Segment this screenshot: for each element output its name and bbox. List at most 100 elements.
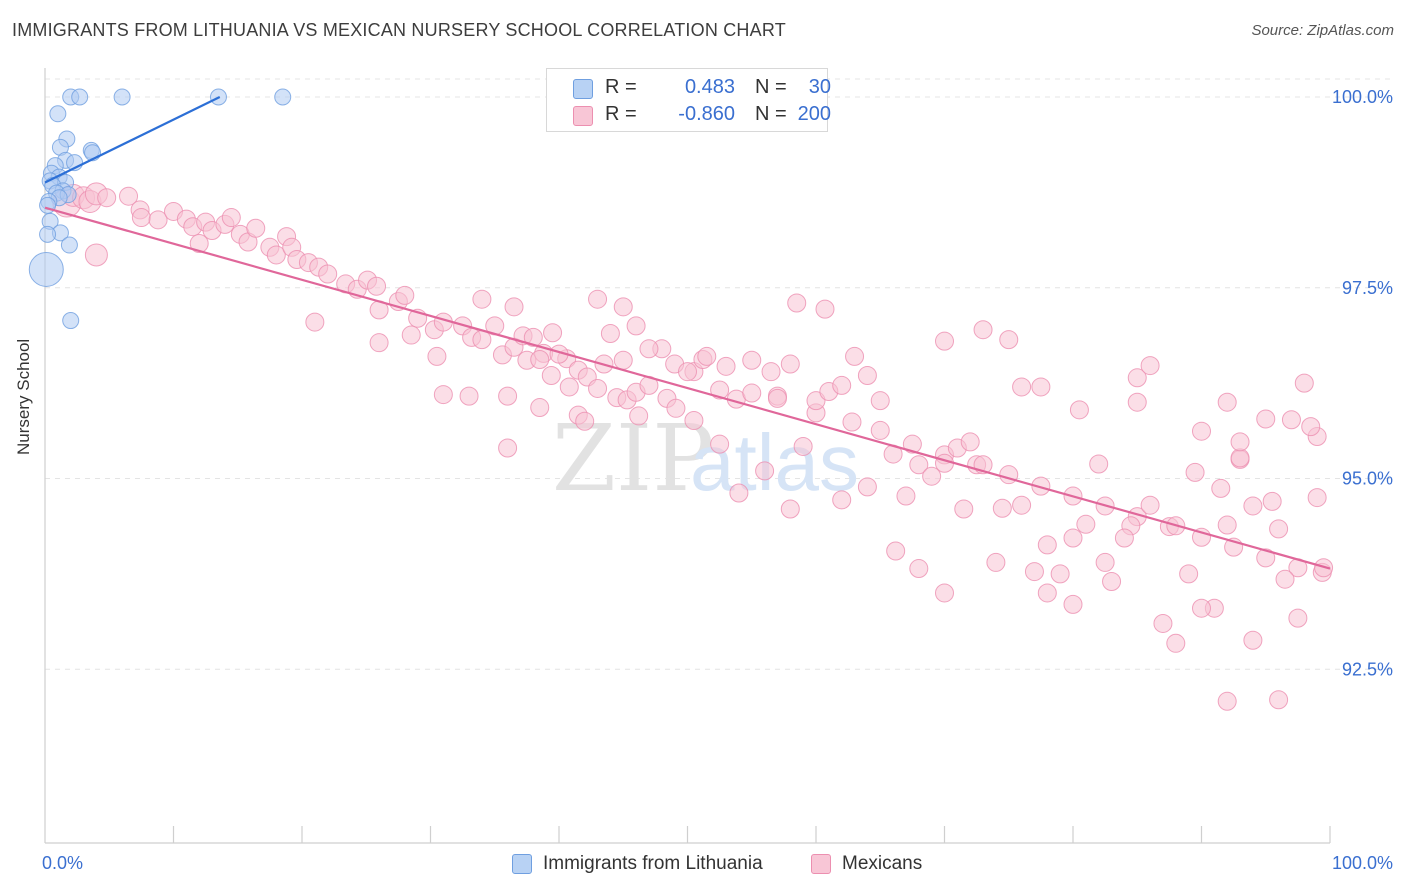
lithuania-point [113, 88, 131, 106]
mexicans-point [626, 316, 646, 336]
mexicans-point [1281, 410, 1301, 430]
legend-swatch-pink [573, 106, 593, 126]
mexicans-point [600, 324, 620, 344]
lithuania-trend-line [44, 96, 221, 184]
mexicans-point [742, 383, 762, 403]
x-tick-label-min: 0.0% [42, 853, 83, 873]
mexicans-point [793, 436, 813, 456]
mexicans-point [886, 541, 906, 561]
legend-n-value: 30 [808, 76, 831, 98]
mexicans-point [909, 455, 929, 475]
y-tick-label: 92.5% [1342, 659, 1393, 679]
mexicans-point [710, 434, 730, 454]
lithuania-point [71, 88, 89, 106]
mexicans-point [1256, 548, 1276, 568]
legend-n-label: N = [755, 76, 787, 98]
lithuania-point [28, 251, 64, 287]
mexicans-point [1301, 417, 1321, 437]
mexicans-point [1140, 356, 1160, 376]
mexicans-point [1024, 562, 1044, 582]
mexicans-point [523, 327, 543, 347]
mexicans-point [857, 477, 877, 497]
mexicans-point [504, 297, 524, 317]
mexicans-point [678, 362, 697, 382]
mexicans-point [131, 208, 151, 228]
mexicans-point [684, 411, 704, 431]
mexicans-point [973, 320, 993, 340]
mexicans-point [541, 365, 561, 385]
mexicans-point [870, 420, 890, 440]
mexicans-point [992, 498, 1012, 518]
mexicans-point [960, 432, 980, 452]
mexicans-point [1050, 564, 1070, 584]
mexicans-point [935, 583, 954, 603]
mexicans-point [588, 289, 608, 309]
mexicans-point [697, 346, 717, 366]
mexicans-point [369, 333, 389, 353]
mexicans-point [472, 289, 492, 309]
lithuania-point [39, 225, 57, 243]
chart-title: IMMIGRANTS FROM LITHUANIA VS MEXICAN NUR… [12, 20, 786, 40]
bottom-legend-swatch-pink [811, 854, 831, 874]
mexicans-point [1217, 392, 1237, 412]
mexicans-point [1275, 569, 1295, 589]
mexicans-point [1012, 495, 1032, 515]
legend-r-value: 0.483 [684, 76, 735, 98]
mexicans-point [1153, 613, 1173, 633]
mexicans-point [1089, 454, 1109, 474]
mexicans-point [870, 391, 890, 411]
mexicans-point [543, 323, 563, 343]
mexicans-point [780, 354, 800, 374]
mexicans-point [1269, 690, 1289, 710]
mexicans-point [221, 208, 241, 228]
mexicans-point [815, 299, 835, 319]
lithuania-point [60, 236, 78, 254]
lithuania-points [28, 88, 292, 330]
y-tick-label: 97.5% [1342, 278, 1393, 298]
mexicans-point [935, 453, 954, 473]
mexicans-point [742, 350, 762, 370]
mexicans-point [395, 285, 415, 305]
mexicans-point [318, 264, 338, 284]
mexicans-point [842, 412, 862, 432]
mexicans-point [954, 499, 974, 519]
mexicans-point [459, 386, 479, 406]
lithuania-point [62, 312, 80, 330]
mexicans-point [1179, 564, 1199, 584]
mexicans-point [588, 378, 608, 398]
mexicans-point [1192, 598, 1211, 618]
legend-r-label: R = [605, 76, 637, 98]
mexicans-point [1076, 514, 1096, 534]
mexicans-point [902, 434, 922, 454]
mexicans-point [84, 243, 108, 267]
mexicans-point [1031, 377, 1051, 397]
mexicans-point [1140, 495, 1160, 515]
mexicans-point [1262, 491, 1282, 511]
mexicans-point [780, 499, 800, 519]
mexicans-point [305, 312, 325, 332]
mexicans-point [266, 245, 286, 265]
mexicans-point [639, 339, 659, 359]
mexicans-point [1095, 552, 1115, 572]
mexicans-point [1037, 535, 1057, 555]
mexicans-point [148, 210, 168, 230]
lithuania-point [49, 105, 67, 123]
mexicans-point [530, 349, 550, 369]
mexicans-point [1063, 528, 1083, 548]
mexicans-point [1127, 392, 1147, 412]
bottom-legend-label: Immigrants from Lithuania [543, 853, 763, 874]
mexicans-point [1211, 478, 1231, 498]
mexicans-point [119, 186, 139, 206]
x-tick-label-max: 100.0% [1332, 853, 1393, 873]
mexicans-point [806, 391, 826, 411]
mexicans-point [832, 375, 852, 395]
mexicans-point [472, 330, 492, 350]
mexicans-point [1069, 400, 1089, 420]
mexicans-point [716, 356, 736, 376]
mexicans-point [999, 330, 1019, 350]
mexicans-point [1243, 630, 1263, 650]
mexicans-point [613, 350, 633, 370]
bottom-legend-label: Mexicans [842, 853, 923, 874]
watermark-atlas: atlas [690, 418, 859, 507]
